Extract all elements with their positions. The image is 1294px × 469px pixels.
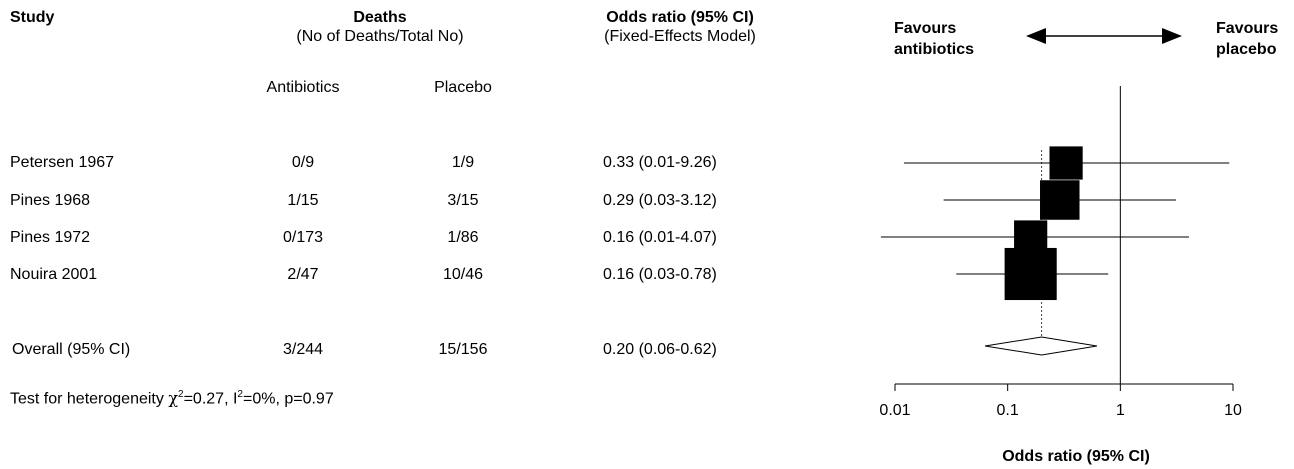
x-tick-label: 0.01 [879, 402, 910, 419]
header-odds-ratio: Odds ratio (95% CI) [606, 9, 754, 26]
x-tick-label: 10 [1224, 402, 1242, 419]
study-placebo: 10/46 [442, 266, 484, 283]
study-square [1049, 146, 1083, 180]
favours-placebo-line1: Favours [1216, 20, 1279, 37]
study-placebo: 1/9 [451, 154, 475, 171]
overall-placebo: 15/156 [438, 341, 488, 358]
study-antibiotics: 1/15 [287, 192, 319, 209]
favours-arrow [1026, 28, 1182, 44]
favours-placebo-line2: placebo [1216, 41, 1277, 58]
header-study: Study [10, 9, 55, 26]
study-placebo: 1/86 [447, 229, 479, 246]
favours-antibiotics-line2: antibiotics [894, 41, 975, 58]
header-deaths: Deaths [353, 9, 407, 26]
study-or-text: 0.29 (0.03-3.12) [603, 192, 717, 209]
study-square [1004, 247, 1057, 301]
study-name: Pines 1968 [10, 192, 91, 209]
study-placebo: 3/15 [447, 192, 479, 209]
overall-diamond [984, 336, 1098, 356]
study-square [1040, 180, 1080, 220]
study-or-text: 0.33 (0.01-9.26) [603, 154, 717, 171]
study-or-text: 0.16 (0.01-4.07) [603, 229, 717, 246]
study-name: Nouira 2001 [10, 266, 98, 283]
study-or-text: 0.16 (0.03-0.78) [603, 266, 717, 283]
study-name: Pines 1972 [10, 229, 91, 246]
x-tick-label: 0.1 [997, 402, 1019, 419]
x-axis-label: Odds ratio (95% CI) [1002, 448, 1150, 465]
x-tick-label: 1 [1116, 402, 1125, 419]
header-antibiotics: Antibiotics [266, 79, 340, 96]
header-deaths-sub: (No of Deaths/Total No) [296, 28, 464, 45]
heterogeneity-test: Test for heterogeneity χ2=0.27, I2=0%, p… [10, 388, 334, 408]
header-placebo: Placebo [434, 79, 492, 96]
header-odds-ratio-sub: (Fixed-Effects Model) [604, 28, 756, 45]
favours-antibiotics-line1: Favours [894, 20, 957, 37]
overall-antibiotics: 3/244 [282, 341, 324, 358]
study-name: Petersen 1967 [10, 154, 115, 171]
study-antibiotics: 0/9 [291, 154, 315, 171]
study-antibiotics: 0/173 [282, 229, 324, 246]
study-antibiotics: 2/47 [287, 266, 319, 283]
overall-name: Overall (95% CI) [12, 341, 131, 358]
overall-or-text: 0.20 (0.06-0.62) [603, 341, 717, 358]
